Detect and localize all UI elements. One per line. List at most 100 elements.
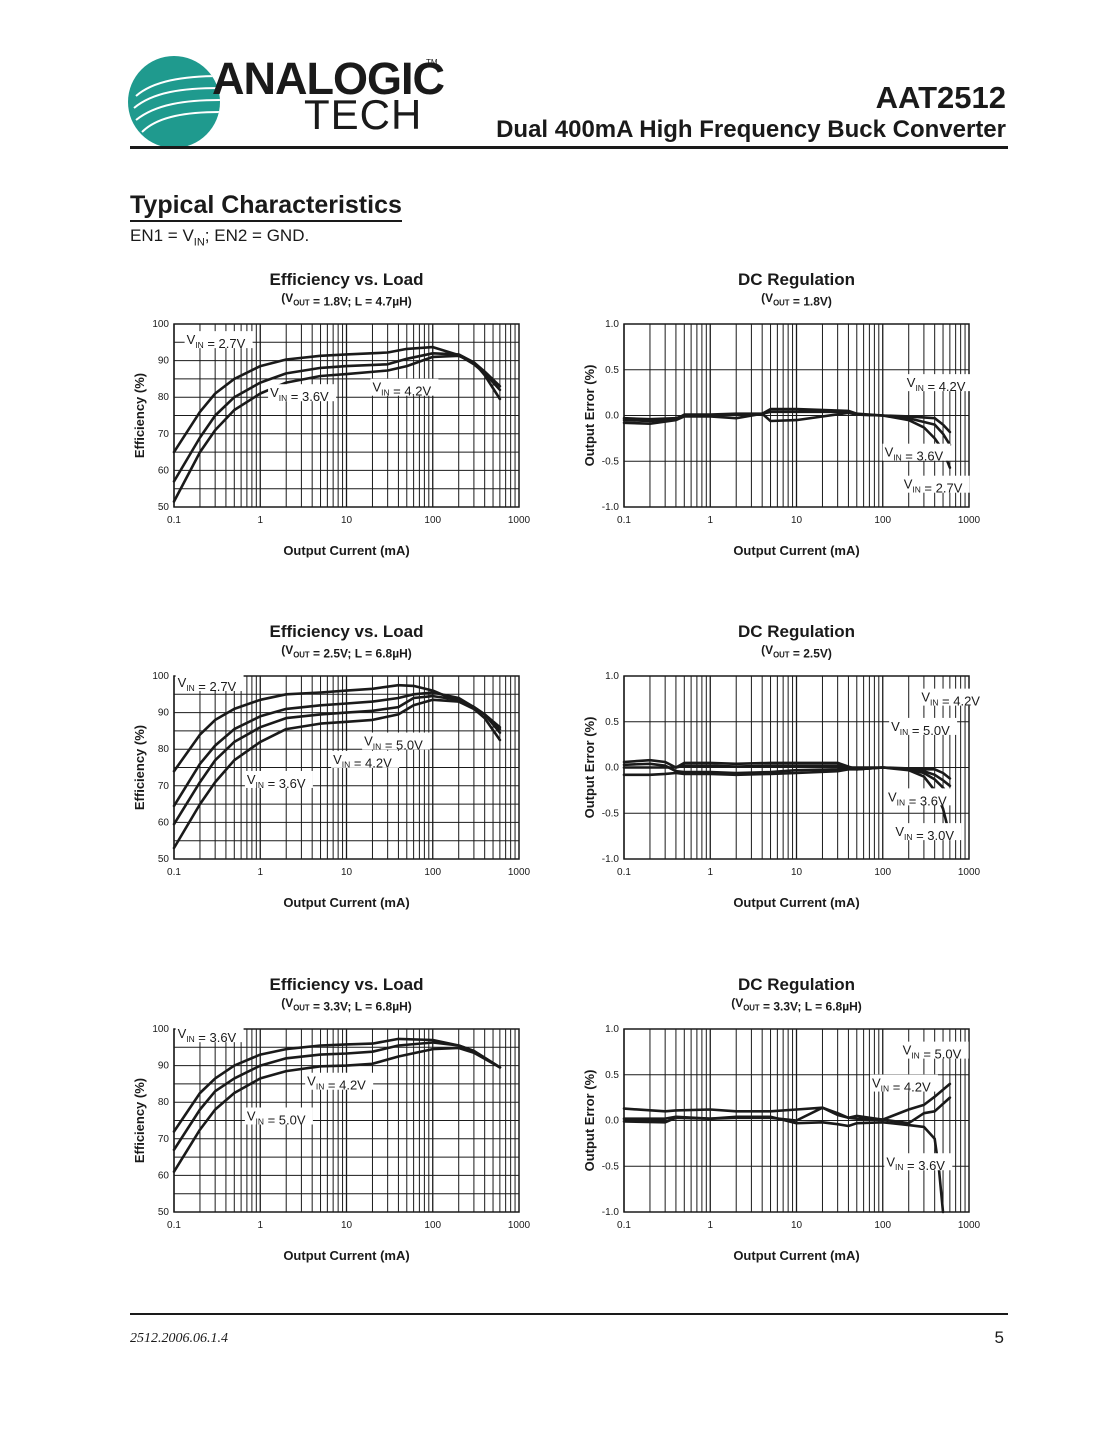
chart-title: Efficiency vs. Load [270, 270, 424, 289]
part-number-title: AAT2512 [875, 80, 1006, 115]
x-tick-label: 0.1 [617, 1220, 631, 1231]
part-description: Dual 400mA High Frequency Buck Converter [496, 116, 1006, 143]
y-tick-label: 0.5 [605, 717, 619, 728]
y-tick-label: 90 [158, 708, 170, 719]
y-tick-label: -0.5 [602, 808, 620, 819]
chart-svg: Efficiency vs. Load (VOUT = 1.8V; L = 4.7… [132, 270, 531, 558]
y-tick-label: 0.5 [605, 1070, 619, 1081]
x-axis-label: Output Current (mA) [733, 1248, 859, 1263]
x-tick-label: 0.1 [617, 867, 631, 878]
x-tick-label: 1000 [958, 1220, 981, 1231]
series-label: VIN = 5.0V [247, 1109, 306, 1128]
series-line [172, 1046, 502, 1173]
x-tick-label: 10 [341, 867, 353, 878]
x-tick-label: 1 [257, 867, 263, 878]
y-tick-label: 60 [158, 817, 170, 828]
y-axis-label: Efficiency (%) [132, 1078, 147, 1163]
y-tick-label: -1.0 [602, 502, 620, 513]
logo-text-tech: TECH [304, 91, 423, 138]
y-tick-label: 100 [152, 671, 169, 682]
x-tick-label: 10 [791, 515, 803, 526]
series-label: VIN = 2.7V [187, 332, 246, 351]
y-tick-label: 80 [158, 392, 170, 403]
chart-title: Efficiency vs. Load [270, 975, 424, 994]
y-tick-label: 100 [152, 1024, 169, 1035]
series-line [172, 352, 502, 483]
y-tick-label: 80 [158, 1097, 170, 1108]
x-tick-label: 1000 [958, 515, 981, 526]
series-label: VIN = 5.0V [364, 734, 423, 753]
y-tick-label: 0.5 [605, 365, 619, 376]
x-tick-label: 1 [257, 1220, 263, 1231]
logo-trademark: TM [426, 58, 438, 67]
series-label: VIN = 5.0V [891, 719, 950, 738]
chart-subtitle: (VOUT = 1.8V) [761, 291, 832, 309]
test-conditions: EN1 = VIN; EN2 = GND. [130, 226, 309, 248]
condition-subscript: IN [193, 236, 205, 249]
chart-dc-regulation-vout-2v5: DC Regulation (VOUT = 2.5V) -1.0 -0.5 0.0 0.5… [580, 618, 1020, 918]
series-label: VIN = 4.2V [307, 1074, 366, 1093]
series-label: VIN = 2.7V [178, 675, 237, 694]
condition-prefix: EN1 = V [130, 226, 194, 245]
y-tick-label: 0.0 [605, 411, 619, 422]
x-tick-label: 1 [257, 515, 263, 526]
page-number: 5 [994, 1328, 1004, 1347]
y-tick-label: 60 [158, 465, 170, 476]
x-axis-label: Output Current (mA) [283, 1248, 409, 1263]
chart-svg: Efficiency vs. Load (VOUT = 3.3V; L = 6.8… [132, 975, 531, 1263]
chart-title: DC Regulation [738, 622, 855, 641]
y-tick-label: 50 [158, 1207, 170, 1218]
chart-svg: DC Regulation (VOUT = 3.3V; L = 6.8µH) -1.… [582, 975, 981, 1263]
company-logo: ANALOGIC TM TECH [128, 53, 448, 148]
y-tick-label: 70 [158, 429, 170, 440]
series-line [172, 345, 502, 454]
chart-title: DC Regulation [738, 270, 855, 289]
chart-dc-regulation-vout-3v3: DC Regulation (VOUT = 3.3V; L = 6.8µH) -1.… [580, 971, 1020, 1271]
series-line [172, 698, 502, 850]
y-tick-label: 80 [158, 744, 170, 755]
y-tick-label: -0.5 [602, 1161, 620, 1172]
series-label: VIN = 3.0V [895, 824, 954, 843]
series-line [622, 411, 952, 469]
x-axis-label: Output Current (mA) [283, 543, 409, 558]
x-tick-label: 0.1 [617, 515, 631, 526]
x-tick-label: 1000 [508, 1220, 531, 1231]
footer-divider [130, 1313, 1008, 1315]
series-label: VIN = 3.6V [888, 789, 947, 808]
x-tick-label: 0.1 [167, 1220, 181, 1231]
x-axis-label: Output Current (mA) [283, 895, 409, 910]
logo-text-analogic: ANALOGIC [212, 53, 445, 104]
series-line [172, 354, 502, 503]
series-label: VIN = 3.6V [886, 1154, 945, 1173]
section-title: Typical Characteristics [130, 191, 402, 222]
y-tick-label: 1.0 [605, 1024, 619, 1035]
y-tick-label: 70 [158, 781, 170, 792]
chart-efficiency-vout-3v3: Efficiency vs. Load (VOUT = 3.3V; L = 6.8… [130, 971, 570, 1271]
x-tick-label: 1000 [958, 867, 981, 878]
y-tick-label: 0.0 [605, 1116, 619, 1127]
chart-title: DC Regulation [738, 975, 855, 994]
series-label: VIN = 5.0V [903, 1043, 962, 1062]
x-axis-label: Output Current (mA) [733, 895, 859, 910]
y-tick-label: 0.0 [605, 763, 619, 774]
y-axis-label: Output Error (%) [582, 1070, 597, 1172]
y-tick-label: 50 [158, 502, 170, 513]
series-line [622, 762, 952, 788]
logo-swoosh-icon [133, 75, 220, 133]
chart-subtitle: (VOUT = 1.8V; L = 4.7µH) [281, 291, 412, 309]
y-axis-label: Efficiency (%) [132, 725, 147, 810]
chart-svg: DC Regulation (VOUT = 1.8V) -1.0 -0.5 0.0 0.5… [582, 270, 981, 558]
y-tick-label: 1.0 [605, 319, 619, 330]
x-tick-label: 0.1 [167, 867, 181, 878]
series-label: VIN = 2.7V [904, 477, 963, 496]
y-tick-label: 60 [158, 1170, 170, 1181]
chart-svg: DC Regulation (VOUT = 2.5V) -1.0 -0.5 0.0 0.5… [582, 622, 988, 910]
header-divider [130, 146, 1008, 149]
x-tick-label: 10 [791, 1220, 803, 1231]
chart-subtitle: (VOUT = 3.3V; L = 6.8µH) [281, 996, 412, 1014]
x-axis-label: Output Current (mA) [733, 543, 859, 558]
x-tick-label: 10 [341, 1220, 353, 1231]
chart-subtitle: (VOUT = 3.3V; L = 6.8µH) [731, 996, 862, 1014]
y-tick-label: 90 [158, 356, 170, 367]
y-tick-label: -0.5 [602, 456, 620, 467]
